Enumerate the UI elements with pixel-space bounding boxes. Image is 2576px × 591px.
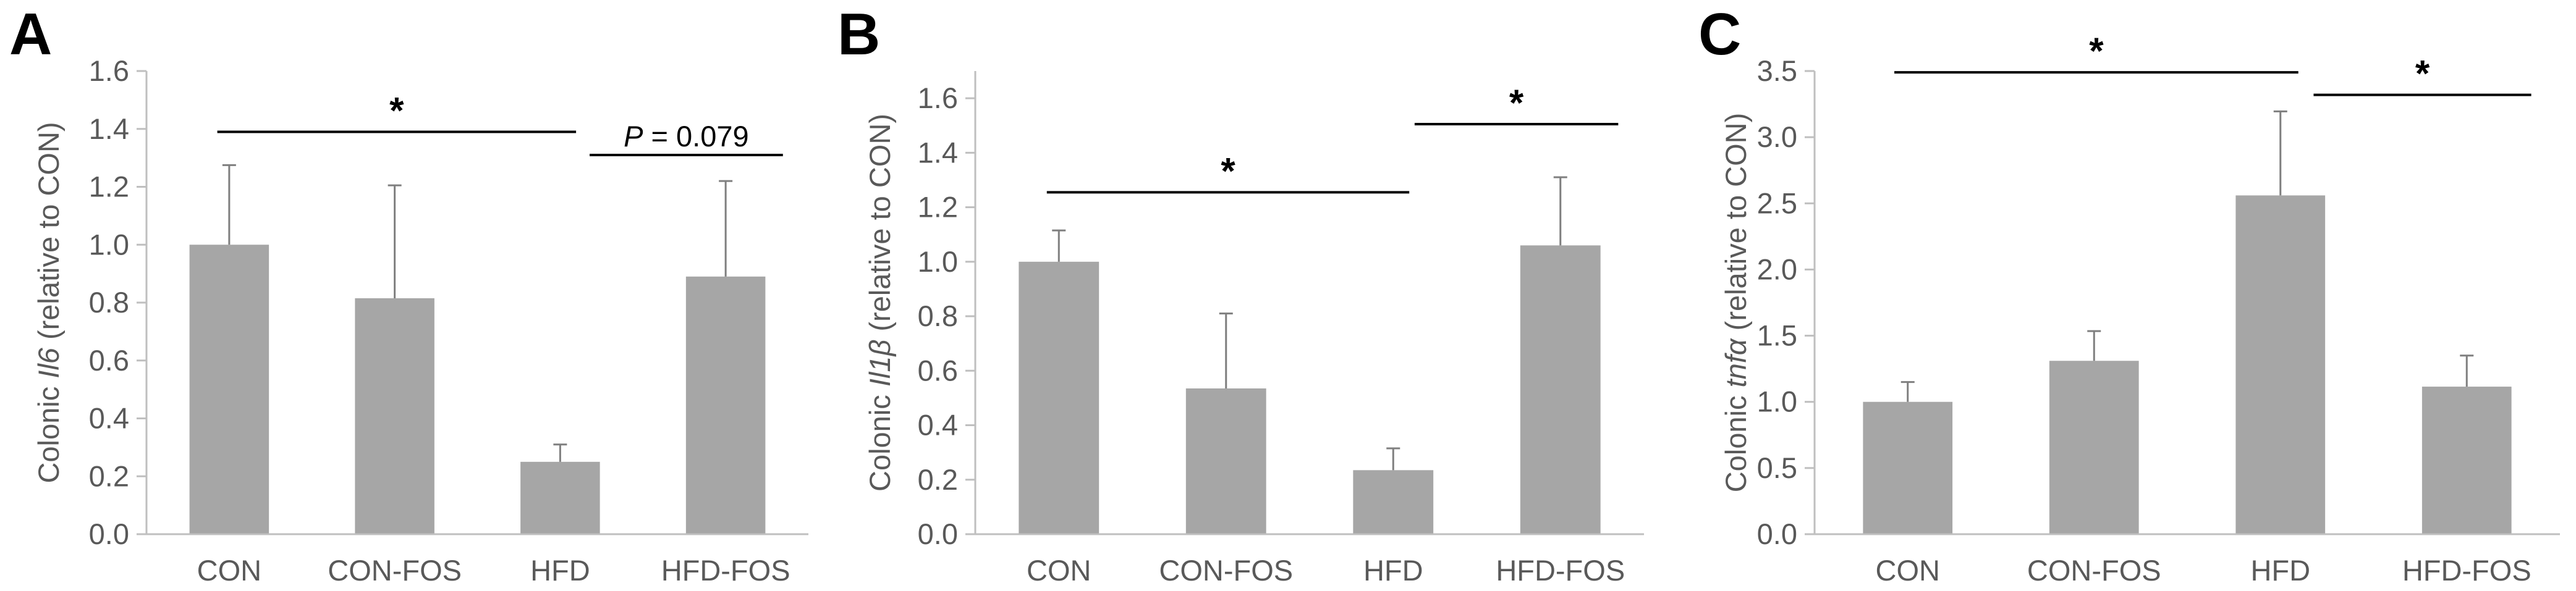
significance-star: * [2415,53,2430,94]
y-tick-label: 0.5 [1757,451,1797,484]
x-tick-label: HFD [1363,554,1423,587]
plot-area-c: 0.0 0.5 1.0 1.5 2.0 2.5 3.0 3.5 CON CON-FOS HFD HFD… [1757,30,2560,587]
y-tick-label: 2.5 [1757,187,1797,219]
bar-hfd [520,461,600,534]
bar-hfd-fos [2421,387,2512,534]
bar-hfd [2235,195,2326,534]
bar-con [189,245,269,534]
y-tick-label: 3.5 [1757,54,1797,87]
x-tick-label: HFD-FOS [2402,554,2532,587]
y-tick-label: 0.4 [89,402,129,435]
plot-area-a: 0.0 0.2 0.4 0.6 0.8 1.0 1.2 1.4 1.6 CON CON-FOS HFD… [89,54,808,587]
panel-label-c: C [1698,1,1741,67]
panel-b: B Colonic Il1β (relative to CON) 0.00.20… [837,1,1644,587]
bar-con-fos [1185,388,1266,534]
y-tick-label: 2.0 [1757,253,1797,285]
plot-area-b: 0.0 0.2 0.4 0.6 0.8 1.0 1.2 1.4 1.6 CON CON-FOS HFD… [918,71,1644,587]
y-tick-label: 0.0 [918,518,958,550]
y-tick-label: 0.6 [89,344,129,377]
bar-con [1019,261,1099,534]
y-tick-label: 0.2 [918,463,958,496]
y-axis-label-c: Colonic tnfα (relative to CON) [1719,113,1752,493]
y-tick-label: 0.8 [89,286,129,319]
y-tick-label: 0.8 [918,300,958,332]
x-tick-label: HFD-FOS [1496,554,1625,587]
x-tick-label: CON [1027,554,1091,587]
p-value-label: P = 0.079 [624,120,749,153]
significance-star: * [1509,82,1524,124]
x-tick-label: HFD [2250,554,2310,587]
y-tick-label: 1.6 [918,82,958,114]
y-tick-label: 1.6 [89,54,129,87]
y-tick-label: 0.6 [918,354,958,387]
y-tick-label: 1.4 [918,136,958,169]
bar-con-fos [355,298,434,534]
panel-c: C Colonic tnfα (relative to CON) 0.0 0.5 1… [1698,1,2560,587]
y-tick-label: 1.0 [1757,385,1797,418]
y-tick-label: 0.4 [918,409,958,442]
x-tick-label: CON-FOS [1159,554,1293,587]
panel-a: A Colonic Il6 (relative to CON) 0.00.20.… [9,1,808,587]
y-tick-label: 3.0 [1757,120,1797,153]
significance-star: * [1221,150,1235,191]
bar-con [1863,401,1953,534]
y-axis-label-a: Colonic Il6 (relative to CON) [32,122,65,483]
y-tick-label: 0.2 [89,459,129,492]
x-tick-label: CON [1876,554,1940,587]
y-tick-label: 1.0 [89,228,129,261]
x-tick-label: HFD [530,554,590,587]
bar-con-fos [2049,361,2139,534]
x-tick-label: CON [197,554,261,587]
y-tick-label: 1.4 [89,112,129,145]
y-tick-label: 1.5 [1757,319,1797,352]
x-tick-label: CON-FOS [328,554,462,587]
y-tick-label: 1.0 [918,245,958,278]
x-tick-label: HFD-FOS [661,554,790,587]
bar-hfd-fos [1520,245,1601,534]
bar-hfd [1353,470,1434,534]
panel-label-b: B [837,1,880,67]
x-tick-label: CON-FOS [2027,554,2161,587]
panel-label-a: A [9,1,52,67]
y-axis-label-b: Colonic Il1β (relative to CON) [863,114,896,492]
significance-star: * [2089,30,2104,72]
significance-star: * [389,90,404,131]
y-tick-label: 0.0 [89,518,129,550]
bar-hfd-fos [685,276,766,534]
y-tick-label: 1.2 [89,170,129,203]
y-tick-label: 0.0 [1757,518,1797,550]
y-tick-label: 1.2 [918,191,958,224]
